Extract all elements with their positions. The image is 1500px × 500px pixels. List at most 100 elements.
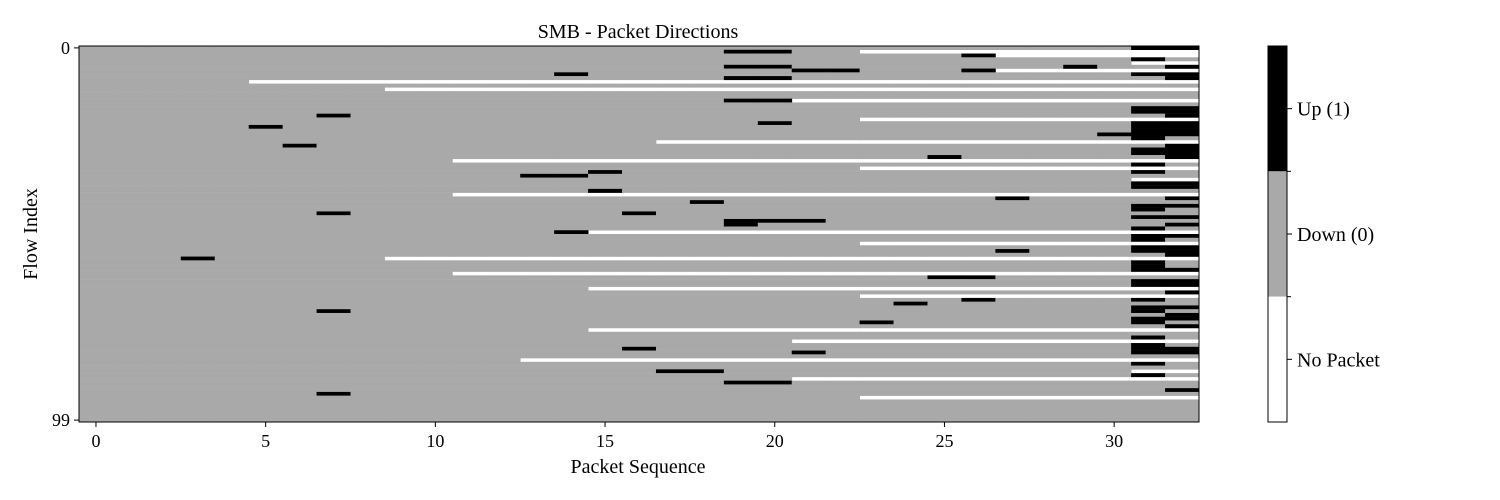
heatmap-cell — [112, 414, 148, 419]
heatmap-cell — [1131, 102, 1166, 107]
heatmap-cell — [1131, 83, 1166, 88]
heatmap-cell — [689, 91, 725, 96]
heatmap-cell — [995, 365, 1030, 370]
heatmap-cell — [622, 354, 657, 359]
heatmap-cell — [859, 373, 894, 378]
heatmap-cell — [757, 91, 793, 96]
heatmap-cell — [791, 177, 827, 182]
heatmap-cell — [79, 384, 114, 389]
heatmap-cell — [554, 249, 589, 254]
heatmap-cell — [689, 260, 725, 265]
heatmap-cell — [588, 350, 623, 355]
heatmap-cell — [350, 91, 385, 96]
heatmap-cell — [214, 68, 250, 73]
heatmap-cell — [316, 312, 351, 317]
heatmap-cell — [757, 316, 793, 321]
heatmap-cell — [146, 234, 182, 239]
heatmap-cell — [757, 350, 793, 355]
heatmap-cell — [961, 181, 996, 186]
heatmap-cell — [859, 136, 894, 141]
heatmap-cell — [350, 215, 385, 220]
heatmap-cell — [791, 53, 827, 58]
heatmap-cell — [1131, 384, 1166, 389]
heatmap-cell — [893, 68, 928, 73]
heatmap-cell — [791, 399, 827, 404]
heatmap-cell — [384, 226, 419, 231]
heatmap-row — [79, 282, 1200, 287]
heatmap-cell — [723, 207, 759, 212]
heatmap-cell — [1165, 218, 1200, 223]
heatmap-cell — [418, 260, 453, 265]
heatmap-cell — [1165, 297, 1200, 302]
heatmap-cell — [350, 226, 385, 231]
heatmap-cell — [893, 391, 928, 396]
heatmap-cell — [316, 106, 351, 111]
heatmap-cell — [723, 49, 759, 54]
heatmap-cell — [214, 399, 250, 404]
heatmap-cell — [486, 128, 521, 133]
heatmap-cell — [350, 297, 385, 302]
heatmap-cell — [452, 391, 487, 396]
heatmap-cell — [350, 177, 385, 182]
heatmap-cell — [418, 365, 453, 370]
heatmap-cell — [282, 140, 317, 145]
heatmap-cell — [520, 406, 555, 411]
heatmap-cell — [588, 245, 623, 250]
heatmap-cell — [486, 320, 521, 325]
heatmap-cell — [248, 414, 284, 419]
heatmap-cell — [554, 294, 589, 299]
heatmap-cell — [180, 380, 216, 385]
heatmap-cell — [282, 275, 317, 280]
heatmap-cell — [350, 406, 385, 411]
heatmap-cell — [1131, 196, 1166, 201]
heatmap-cell — [1165, 76, 1200, 81]
heatmap-cell — [214, 373, 250, 378]
heatmap-cell — [859, 403, 894, 408]
heatmap-cell — [757, 234, 793, 239]
heatmap-cell — [893, 324, 928, 329]
heatmap-cell — [350, 339, 385, 344]
heatmap-cell — [859, 109, 894, 114]
heatmap-cell — [588, 140, 623, 145]
heatmap-cell — [723, 339, 759, 344]
heatmap-cell — [79, 162, 114, 167]
heatmap-cell — [554, 226, 589, 231]
heatmap-cell — [655, 365, 691, 370]
heatmap-cell — [893, 320, 928, 325]
heatmap-cell — [1097, 200, 1132, 205]
heatmap-cell — [655, 335, 691, 340]
heatmap-cell — [520, 395, 555, 400]
heatmap-row — [79, 203, 1200, 208]
heatmap-cell — [214, 117, 250, 122]
heatmap-cell — [961, 185, 996, 190]
heatmap-cell — [452, 203, 487, 208]
heatmap-cell — [214, 301, 250, 306]
heatmap-cell — [282, 331, 317, 336]
heatmap-cell — [825, 188, 861, 193]
heatmap-cell — [214, 166, 250, 171]
heatmap-cell — [825, 132, 861, 137]
heatmap-cell — [588, 264, 623, 269]
heatmap-cell — [418, 245, 453, 250]
heatmap-cell — [1029, 388, 1064, 393]
heatmap-cell — [893, 316, 928, 321]
heatmap-cell — [825, 309, 861, 314]
heatmap-cell — [655, 91, 691, 96]
heatmap-cell — [655, 98, 691, 103]
heatmap-cell — [961, 162, 996, 167]
heatmap-cell — [79, 271, 114, 276]
heatmap-cell — [79, 143, 114, 148]
heatmap-cell — [689, 388, 725, 393]
heatmap-cell — [452, 316, 487, 321]
heatmap-cell — [689, 249, 725, 254]
heatmap-cell — [452, 365, 487, 370]
heatmap-cell — [825, 64, 861, 69]
heatmap-cell — [146, 87, 182, 92]
heatmap-cell — [927, 61, 962, 66]
heatmap-cell — [791, 346, 827, 351]
heatmap-cell — [180, 264, 216, 269]
heatmap-cell — [316, 339, 351, 344]
heatmap-cell — [723, 406, 759, 411]
heatmap-cell — [146, 286, 182, 291]
heatmap-cell — [452, 301, 487, 306]
